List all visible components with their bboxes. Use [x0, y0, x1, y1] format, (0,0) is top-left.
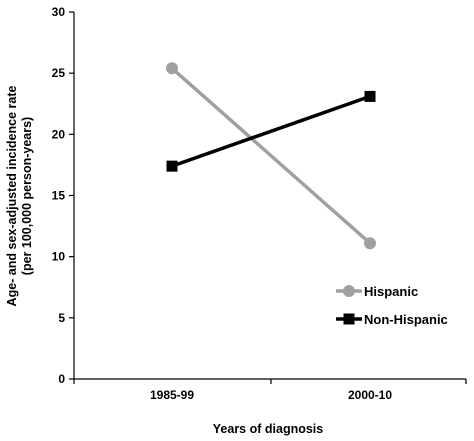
x-axis: 1985-99 2000-10: [73, 378, 467, 402]
legend-swatch-marker: [343, 313, 355, 325]
series-line: [171, 94, 371, 168]
legend: Hispanic Non-Hispanic: [336, 284, 448, 327]
x-tick-label: 2000-10: [348, 388, 392, 402]
legend-item: Non-Hispanic: [336, 312, 448, 327]
series-non-hispanic: [166, 90, 376, 172]
y-tick-label: 25: [52, 66, 66, 80]
y-tick-label: 20: [52, 127, 66, 141]
data-point: [166, 62, 178, 75]
data-point: [166, 160, 178, 172]
legend-label: Non-Hispanic: [364, 312, 448, 327]
x-axis-title: Years of diagnosis: [213, 422, 324, 436]
data-point: [364, 237, 376, 250]
series-layer: [166, 62, 376, 250]
legend-label: Hispanic: [364, 284, 418, 299]
y-axis-title: Age- and sex-adjusted incidence rate (pe…: [5, 86, 34, 307]
y-axis-title-line2: (per 100,000 person-years): [20, 117, 34, 275]
y-axis-title-line1: Age- and sex-adjusted incidence rate: [5, 86, 19, 307]
y-tick-label: 0: [58, 372, 65, 386]
series-hispanic: [166, 62, 376, 250]
series-line: [170, 66, 372, 245]
y-tick-label: 10: [52, 250, 66, 264]
x-tick-label: 1985-99: [150, 388, 194, 402]
legend-swatch-marker: [343, 285, 355, 297]
legend-item: Hispanic: [336, 284, 418, 299]
y-tick-label: 30: [52, 5, 66, 19]
y-tick-label: 5: [58, 311, 65, 325]
y-axis: 0 5 10 15 20 25 30: [52, 5, 75, 386]
data-point: [364, 90, 376, 102]
y-tick-label: 15: [52, 189, 66, 203]
